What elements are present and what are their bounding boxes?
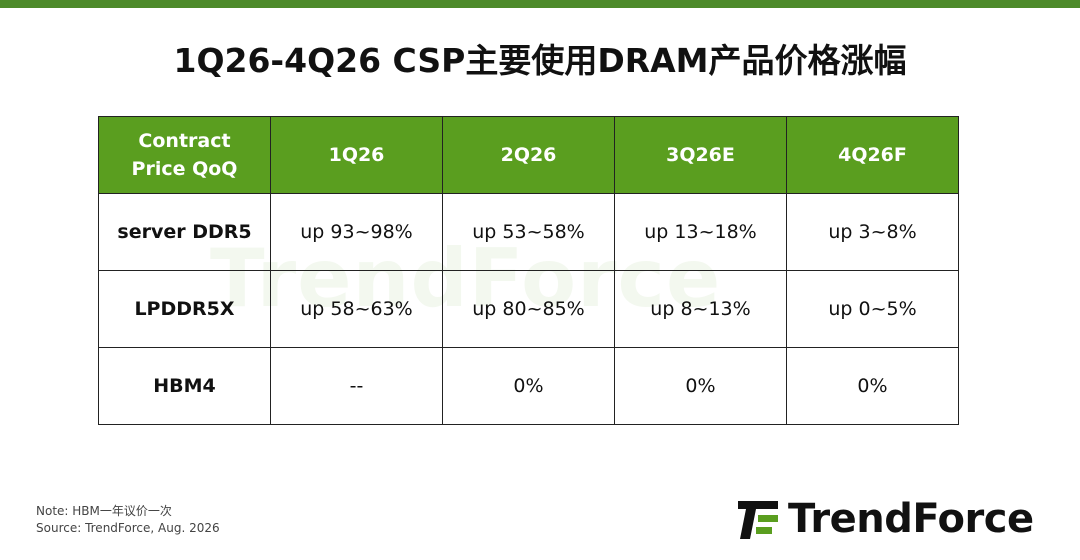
table-row: LPDDR5X up 58~63% up 80~85% up 8~13% up 0~5% — [98, 270, 959, 348]
cell: up 0~5% — [786, 270, 959, 348]
logo-icon — [738, 501, 778, 539]
column-header: 3Q26E — [614, 116, 787, 194]
row-header: server DDR5 — [98, 193, 271, 271]
column-header: 2Q26 — [442, 116, 615, 194]
price-table: Contract Price QoQ 1Q26 2Q26 3Q26E 4Q26F serv… — [98, 116, 959, 425]
cell: up 58~63% — [270, 270, 443, 348]
logo: TrendForce — [736, 494, 1034, 544]
cell: up 93~98% — [270, 193, 443, 271]
title: 1Q26-4Q26 CSP主要使用DRAM产品价格涨幅 — [173, 41, 907, 80]
cell: up 3~8% — [786, 193, 959, 271]
note: Note: HBM一年议价一次 — [36, 504, 172, 518]
cell: 0% — [614, 347, 787, 425]
row-header: HBM4 — [98, 347, 271, 425]
row-header: LPDDR5X — [98, 270, 271, 348]
source: Source: TrendForce, Aug. 2026 — [36, 521, 220, 535]
cell: up 13~18% — [614, 193, 787, 271]
header-row: Contract Price QoQ 1Q26 2Q26 3Q26E 4Q26F — [98, 116, 959, 194]
cell: 0% — [442, 347, 615, 425]
table-row: HBM4 -- 0% 0% 0% — [98, 347, 959, 425]
column-header: Contract Price QoQ — [98, 116, 271, 194]
logo-text: TrendForce — [788, 496, 1034, 542]
column-header: 1Q26 — [270, 116, 443, 194]
cell: up 53~58% — [442, 193, 615, 271]
top-bar — [0, 0, 1080, 8]
cell: -- — [270, 347, 443, 425]
cell: up 80~85% — [442, 270, 615, 348]
cell: up 8~13% — [614, 270, 787, 348]
column-header: 4Q26F — [786, 116, 959, 194]
cell: 0% — [786, 347, 959, 425]
table-row: server DDR5 up 93~98% up 53~58% up 13~18% up… — [98, 193, 959, 271]
